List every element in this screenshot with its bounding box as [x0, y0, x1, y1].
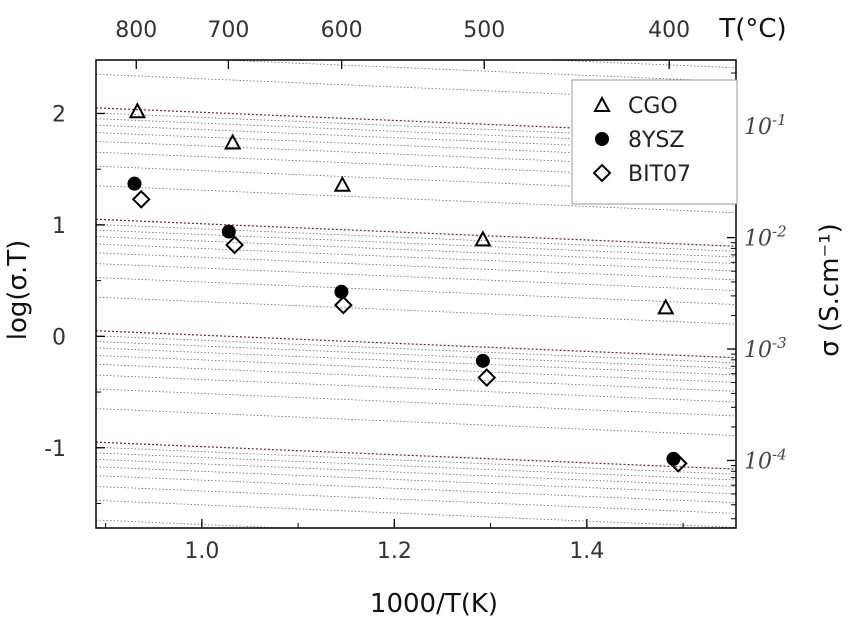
iso-line-minor: [96, 466, 736, 495]
data-point-bit07: [477, 368, 497, 387]
data-point-cgo: [128, 102, 147, 119]
y-tick-label: -1: [44, 437, 66, 462]
iso-line-minor: [96, 486, 736, 514]
legend-label-cgo: CGO: [628, 94, 678, 119]
iso-line-minor: [96, 263, 736, 292]
iso-line-minor: [96, 21, 736, 48]
right-tick-label: 10-3: [744, 334, 787, 363]
data-point-8ysz: [127, 176, 142, 191]
iso-line-minor: [96, 252, 736, 281]
iso-line-minor: [96, 277, 736, 305]
iso-line-minor: [96, 452, 736, 481]
data-point-cgo: [474, 230, 492, 247]
legend-label-8ysz: 8YSZ: [628, 128, 684, 153]
right-tick-label: 10-2: [744, 223, 787, 252]
axis-ticks: [96, 60, 736, 528]
iso-line-minor: [96, 499, 736, 528]
iso-line-minor: [96, 14, 736, 41]
x-tick-label: 1.4: [569, 539, 604, 564]
iso-line-minor: [96, 408, 736, 436]
iso-line-minor: [96, 223, 736, 252]
iso-line-major: [96, 218, 736, 247]
data-point-8ysz: [221, 224, 236, 239]
x-axis-title: 1000/T(K): [370, 589, 498, 618]
data-point-bit07: [333, 295, 353, 315]
right-tick-label: 10-1: [744, 111, 787, 140]
iso-line-minor: [96, 236, 736, 264]
legend-marker-8ysz: [595, 132, 609, 146]
iso-line-minor: [96, 458, 736, 487]
iso-line-minor: [96, 355, 736, 383]
iso-line-minor: [96, 341, 736, 369]
iso-line-minor: [96, 446, 736, 475]
top-tick-label: 500: [463, 18, 505, 43]
right-tick-label: 10-4: [744, 445, 787, 474]
right-axis-title: σ (S.cm⁻¹): [815, 223, 845, 357]
data-point-cgo: [333, 175, 352, 192]
top-axis-title: T(°C): [718, 14, 786, 44]
legend-entries: CGO 8YSZ BIT07: [592, 94, 691, 187]
iso-line-minor: [96, 363, 736, 392]
legend: CGO 8YSZ BIT07: [571, 79, 738, 205]
iso-line-minor: [96, 243, 736, 272]
iso-line-minor: [96, 30, 736, 57]
iso-line-minor: [212, 60, 736, 83]
iso-line-major: [96, 441, 736, 470]
data-point-8ysz: [334, 284, 349, 299]
iso-line-minor: [96, 296, 736, 325]
iso-line-minor: [96, 388, 736, 417]
data-points: [127, 102, 688, 473]
y-axis-title: log(σ.T): [3, 240, 33, 341]
legend-label-bit07: BIT07: [628, 162, 691, 187]
iso-line-minor: [96, 229, 736, 258]
iso-line-minor: [96, 347, 736, 376]
top-tick-label: 600: [321, 18, 363, 43]
iso-line-major: [96, 330, 736, 359]
data-point-bit07: [225, 235, 245, 255]
iso-line-minor: [96, 475, 736, 504]
data-point-cgo: [657, 298, 675, 315]
y-tick-label: 0: [52, 325, 66, 350]
iso-line-minor: [96, 374, 736, 403]
x-tick-label: 1.2: [377, 539, 412, 564]
iso-line-minor: [542, 60, 736, 69]
y-tick-label: 1: [52, 214, 66, 239]
top-tick-label: 400: [648, 18, 690, 43]
legend-marker-bit07: [592, 163, 612, 183]
x-tick-label: 1.0: [184, 539, 219, 564]
top-tick-label: 700: [207, 18, 249, 43]
y-tick-label: 2: [52, 102, 66, 127]
data-point-8ysz: [475, 353, 490, 368]
plot-frame: [95, 59, 737, 529]
iso-line-minor: [96, 335, 736, 364]
tick-labels: 1.01.21.4-101280070060050040030010-110-2…: [44, 18, 787, 564]
data-point-bit07: [131, 189, 151, 209]
data-point-bit07: [668, 453, 688, 473]
legend-marker-cgo: [593, 95, 611, 112]
iso-line-minor: [96, 2, 736, 29]
top-tick-label: 800: [115, 18, 157, 43]
iso-line-minor: [96, 7, 736, 34]
data-point-cgo: [223, 133, 242, 150]
